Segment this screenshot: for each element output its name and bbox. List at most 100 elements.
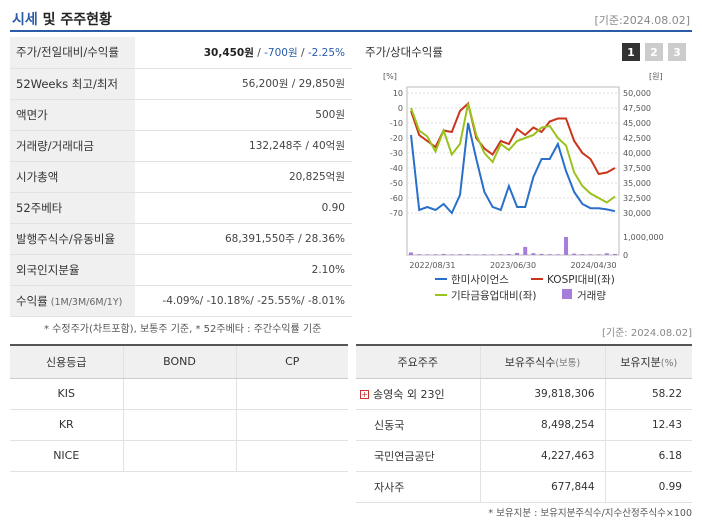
legend-volume-label: 거래량 [577, 290, 606, 302]
volume-bar [425, 254, 430, 255]
expand-icon[interactable]: + [360, 390, 369, 399]
volume-bar [604, 253, 609, 255]
agency-cell: KIS [10, 378, 123, 410]
legend-kospi-label: KOSPI대비(좌) [547, 274, 615, 286]
header-unit: (%) [660, 357, 678, 369]
y-tick-label-right: 50,000 [623, 89, 651, 98]
holder-shares: 8,498,254 [479, 409, 605, 441]
holder-name-link[interactable]: 송영숙 외 23인 [373, 387, 445, 401]
volume-bar [466, 254, 471, 255]
section-header: 시세 및 주주현황 [기준:2024.08.02] [10, 6, 692, 32]
price-info-table: 주가/전일대비/수익률 30,450원 / -700원 / -2.25% 52W… [10, 37, 352, 317]
sector-relative-line [410, 103, 616, 204]
volume-bar [596, 254, 601, 255]
table-row: 발행주식수/유동비율 68,391,550주 / 28.36% [10, 223, 352, 254]
info-label: 외국인지분율 [10, 254, 135, 285]
change-value: -700원 [264, 46, 298, 59]
chart-page-2-button[interactable]: 2 [645, 43, 663, 61]
y-tick-label-right: 42,500 [623, 134, 651, 143]
section-title: 시세 및 주주현황 [12, 9, 112, 29]
holder-name: 신동국 [356, 409, 480, 441]
table-row: + 송영숙 외 23인 39,818,306 58.22 [356, 378, 692, 410]
table-row: KIS [10, 378, 348, 410]
table-row: NICE [10, 440, 348, 472]
table-header-row: 주요주주 보유주식수(보통) 보유지분(%) [356, 345, 692, 379]
info-label: 시가총액 [10, 161, 135, 192]
y-tick-label-right: 45,000 [623, 119, 651, 128]
table-row: 52주베타 0.90 [10, 192, 352, 223]
chart-pager: 1 2 3 [622, 43, 686, 61]
credit-rating-table: 신용등급 BOND CP KIS KR NICE [10, 344, 348, 472]
y-tick-label-left: -60 [390, 194, 403, 203]
volume-bar [409, 252, 413, 255]
y-tick-label-left: -40 [390, 164, 403, 173]
reference-date-2: [기준: 2024.08.02] [601, 328, 692, 339]
volume-bar [474, 254, 479, 255]
table-row: 신동국 8,498,254 12.43 [356, 409, 692, 441]
holder-name: + 송영숙 외 23인 [356, 378, 480, 410]
table-row: 수익률 (1M/3M/6M/1Y) -4.09%/ -10.18%/ -25.5… [10, 285, 352, 316]
volume-bar [506, 254, 511, 255]
cp-cell [235, 440, 348, 472]
y-tick-label-left: 10 [393, 89, 403, 98]
info-label: 52주베타 [10, 192, 135, 223]
table-row: 액면가 500원 [10, 99, 352, 130]
info-label: 52Weeks 최고/최저 [10, 68, 135, 99]
right-axis-unit: [원] [649, 72, 663, 81]
volume-bar [457, 254, 462, 255]
y-tick-label-right: 37,500 [623, 164, 651, 173]
table-header-row: 신용등급 BOND CP [10, 345, 348, 379]
info-label: 주가/전일대비/수익률 [10, 37, 135, 68]
volume-tick-label: 1,000,000 [623, 233, 664, 242]
label-main: 수익률 [16, 293, 48, 308]
volume-bar [613, 253, 617, 255]
y-tick-label-left: -50 [390, 179, 403, 188]
legend-sector-label: 기타금융업대비(좌) [451, 289, 536, 302]
holder-pct: 58.22 [604, 378, 692, 410]
return-value: -2.25% [307, 46, 345, 59]
bond-cell [122, 378, 236, 410]
agency-cell: NICE [10, 440, 123, 472]
column-header: 보유지분(%) [604, 345, 692, 379]
volume-bar [498, 254, 503, 255]
info-value: 2.10% [311, 263, 345, 276]
volume-bar [588, 254, 593, 255]
info-label: 발행주식수/유동비율 [10, 223, 135, 254]
y-tick-label-right: 32,500 [623, 194, 651, 203]
returns-value: -4.09%/ -10.18%/ -25.55%/ -8.01% [162, 294, 345, 307]
y-tick-label-right: 35,000 [623, 179, 651, 188]
volume-bar [523, 246, 528, 255]
left-axis-unit: [%] [383, 72, 397, 81]
holder-pct: 0.99 [604, 471, 692, 503]
table-row: 시가총액 20,825억원 [10, 161, 352, 192]
chart-page-3-button[interactable]: 3 [668, 43, 686, 61]
volume-bar [572, 253, 577, 255]
info-value: 132,248주 / 40억원 [249, 140, 345, 152]
y-tick-label-left: -30 [390, 149, 403, 158]
table-row: 거래량/거래대금 132,248주 / 40억원 [10, 130, 352, 161]
info-value: 500원 [315, 109, 345, 121]
chart-title: 주가/상대수익률 [365, 45, 443, 59]
separator: / [297, 46, 308, 59]
kospi-relative-line [410, 101, 616, 176]
header-text: 보유주식수 [504, 355, 556, 369]
chart-panel: 주가/상대수익률 1 2 3 [%] [원] 10 0 -10 -20 -30 -40 -50-… [361, 37, 692, 312]
chart-page-1-button[interactable]: 1 [622, 43, 640, 61]
y-tick-label-left: -10 [390, 119, 403, 128]
holder-shares: 677,844 [479, 471, 605, 503]
header-unit: (보통) [555, 357, 581, 369]
bond-cell [122, 409, 236, 441]
cp-cell [235, 409, 348, 441]
holder-pct: 6.18 [604, 440, 692, 472]
price-value: 30,450원 [203, 46, 254, 59]
holder-name: 자사주 [356, 471, 480, 503]
info-value: 0.90 [321, 201, 345, 214]
holder-pct: 12.43 [604, 409, 692, 441]
table-row: 52Weeks 최고/최저 56,200원 / 29,850원 [10, 68, 352, 99]
table-row: KR [10, 409, 348, 441]
chart-footnote: * 수정주가(차트포함), 보통주 기준, * 52주베타 : 주간수익률 기준 [44, 324, 322, 335]
label-sub: (1M/3M/6M/1Y) [47, 296, 123, 308]
volume-bar [531, 253, 536, 255]
volume-bar [433, 254, 438, 255]
y-tick-label-left: -20 [390, 134, 403, 143]
